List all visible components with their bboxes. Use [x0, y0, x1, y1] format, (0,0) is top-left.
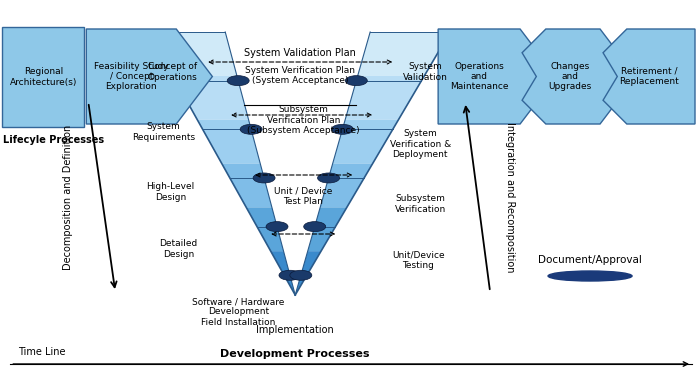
- Text: Integration and Recomposition: Integration and Recomposition: [505, 122, 515, 272]
- Polygon shape: [345, 76, 424, 120]
- Text: Concept of
Operations: Concept of Operations: [148, 62, 197, 82]
- Ellipse shape: [228, 76, 249, 86]
- Ellipse shape: [240, 124, 262, 134]
- Ellipse shape: [304, 222, 326, 232]
- Polygon shape: [173, 76, 248, 120]
- Text: Operations
and
Maintenance: Operations and Maintenance: [450, 62, 508, 92]
- Text: Unit / Device
Test Plan: Unit / Device Test Plan: [274, 187, 332, 206]
- Ellipse shape: [345, 76, 368, 86]
- Polygon shape: [246, 207, 284, 251]
- Text: Software / Hardware
Development
Field Installation: Software / Hardware Development Field In…: [192, 297, 284, 327]
- Ellipse shape: [331, 124, 354, 134]
- Text: Development Processes: Development Processes: [220, 349, 370, 359]
- Text: System Validation Plan: System Validation Plan: [244, 48, 356, 58]
- Ellipse shape: [548, 271, 632, 281]
- Text: Feasibility Study
/ Concept
Exploration: Feasibility Study / Concept Exploration: [94, 62, 169, 92]
- Polygon shape: [2, 27, 84, 127]
- Polygon shape: [522, 29, 636, 124]
- Text: High-Level
Design: High-Level Design: [146, 182, 195, 202]
- Text: System
Validation: System Validation: [402, 62, 447, 82]
- Text: Subsystem
Verification: Subsystem Verification: [395, 194, 446, 214]
- Text: Lifecyle Processes: Lifecyle Processes: [4, 135, 104, 145]
- Text: Subsystem
Verification Plan
(Subsystem Acceptance): Subsystem Verification Plan (Subsystem A…: [247, 105, 360, 135]
- Text: Time Line: Time Line: [18, 347, 66, 357]
- Polygon shape: [308, 207, 346, 251]
- Text: Retirement /
Replacement: Retirement / Replacement: [620, 67, 679, 86]
- Text: Unit/Device
Testing: Unit/Device Testing: [392, 250, 444, 270]
- Text: Detailed
Design: Detailed Design: [159, 239, 197, 259]
- Ellipse shape: [290, 270, 312, 280]
- Polygon shape: [295, 251, 321, 295]
- Text: Implementation: Implementation: [256, 325, 334, 335]
- Polygon shape: [332, 120, 398, 164]
- Text: System
Requirements: System Requirements: [132, 122, 195, 142]
- Polygon shape: [320, 164, 372, 207]
- Polygon shape: [86, 29, 212, 124]
- Ellipse shape: [253, 173, 275, 183]
- Ellipse shape: [266, 222, 288, 232]
- Polygon shape: [222, 164, 272, 207]
- Polygon shape: [603, 29, 695, 124]
- Text: Document/Approval: Document/Approval: [538, 255, 642, 265]
- Text: System Verification Plan
(System Acceptance): System Verification Plan (System Accepta…: [245, 65, 355, 85]
- Ellipse shape: [279, 270, 301, 280]
- Polygon shape: [358, 32, 450, 76]
- Ellipse shape: [318, 173, 340, 183]
- Text: Regional
Architecture(s): Regional Architecture(s): [10, 67, 77, 87]
- Text: Decomposition and Definition: Decomposition and Definition: [63, 124, 74, 270]
- Polygon shape: [438, 29, 556, 124]
- Text: System
Verification &
Deployment: System Verification & Deployment: [389, 129, 451, 159]
- Text: Changes
and
Upgrades: Changes and Upgrades: [549, 62, 592, 92]
- Polygon shape: [148, 32, 237, 76]
- Polygon shape: [197, 120, 260, 164]
- Polygon shape: [271, 251, 295, 295]
